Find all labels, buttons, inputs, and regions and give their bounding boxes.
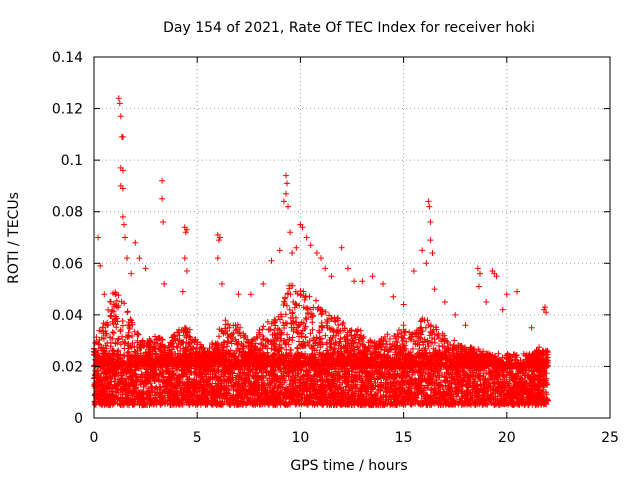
data-point [514,389,521,396]
data-point [460,392,467,399]
data-point [255,373,262,379]
data-point [158,373,165,380]
data-points [91,95,551,409]
chart-title: Day 154 of 2021, Rate Of TEC Index for r… [163,20,535,36]
data-point [443,378,450,385]
data-point [371,376,378,383]
data-point [475,393,481,400]
data-point [322,391,329,398]
data-point [495,350,502,357]
data-point [304,401,310,408]
data-point [264,377,271,384]
data-point [336,379,343,386]
data-point [165,371,172,377]
data-point [471,390,478,397]
data-point [131,372,138,378]
data-point [332,384,339,391]
data-point [229,376,236,383]
data-point [475,388,482,395]
data-point [416,367,423,374]
data-point [337,401,344,408]
data-point [213,382,220,389]
data-point [427,371,434,378]
data-point [389,379,396,386]
